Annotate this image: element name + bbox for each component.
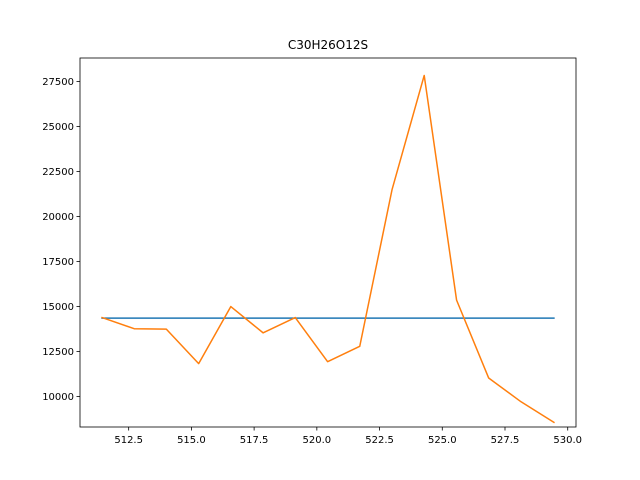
series-line-2 [101,74,555,424]
x-tick-label: 522.5 [365,435,394,446]
y-tick-label: 22500 [42,167,74,178]
y-tick-label: 17500 [42,257,74,268]
chart-title: C30H26O12S [288,38,368,52]
y-tick-label: 15000 [42,302,74,313]
x-tick-label: 527.5 [491,435,520,446]
y-tick-label: 25000 [42,122,74,133]
y-axis: 10000 12500 15000 17500 20000 22500 25000 27500 [42,77,80,403]
x-tick-label: 515.0 [177,435,206,446]
x-tick-label: 520.0 [303,435,332,446]
x-axis: 512.5 515.0 517.5 520.0 522.5 525.0 527.5 530.0 [114,427,582,446]
x-tick-label: 517.5 [240,435,269,446]
y-tick-label: 20000 [42,212,74,223]
x-tick-label: 512.5 [114,435,143,446]
series-layer [101,74,555,424]
x-tick-label: 525.0 [428,435,457,446]
y-tick-label: 27500 [42,77,74,88]
x-tick-label: 530.0 [553,435,582,446]
y-tick-label: 10000 [42,392,74,403]
axes-frame [79,57,577,428]
y-tick-label: 12500 [42,347,74,358]
